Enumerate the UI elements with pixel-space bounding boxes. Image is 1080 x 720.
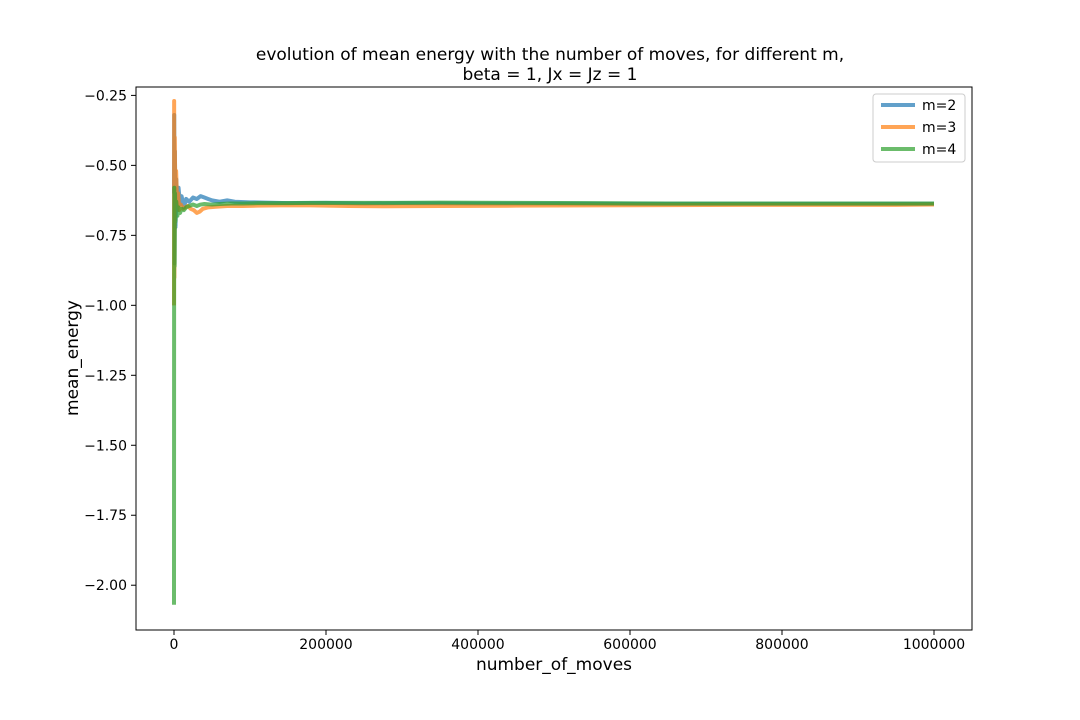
chart-title-line-1: evolution of mean energy with the number… bbox=[256, 45, 844, 65]
x-axis: 0 200000 400000 600000 800000 1000000 bbox=[170, 630, 965, 653]
y-tick-label: −1.50 bbox=[84, 438, 127, 454]
series-line-m-3 bbox=[172, 98, 935, 306]
y-tick-label: −1.25 bbox=[84, 368, 127, 384]
series-line-m-4 bbox=[172, 185, 934, 605]
y-tick-label: −1.00 bbox=[84, 298, 127, 314]
x-tick-label: 400000 bbox=[451, 637, 504, 653]
y-tick-label: −0.25 bbox=[84, 88, 127, 104]
chart-title-line-2: beta = 1, Jx = Jz = 1 bbox=[463, 65, 638, 85]
x-tick-label: 800000 bbox=[755, 637, 808, 653]
series-layer bbox=[172, 98, 935, 605]
y-axis: −2.00 −1.75 −1.50 −1.25 −1.00 −0.75 −0.50 −0.25 bbox=[84, 88, 136, 594]
y-tick-label: −0.50 bbox=[84, 158, 127, 174]
plot-area-frame bbox=[135, 86, 973, 631]
legend-box bbox=[872, 93, 966, 163]
x-tick-label: 1000000 bbox=[903, 637, 965, 653]
legend: m=2 m=3 m=4 bbox=[872, 93, 966, 163]
y-tick-label: −0.75 bbox=[84, 228, 127, 244]
legend-label-m-3: m=3 bbox=[922, 120, 956, 136]
x-axis-label: number_of_moves bbox=[476, 655, 632, 675]
x-tick-label: 200000 bbox=[299, 637, 352, 653]
y-tick-label: −1.75 bbox=[84, 508, 127, 524]
x-tick-label: 0 bbox=[170, 637, 179, 653]
y-axis-label: mean_energy bbox=[63, 300, 83, 416]
legend-label-m-4: m=4 bbox=[922, 142, 956, 158]
legend-label-m-2: m=2 bbox=[922, 98, 956, 114]
x-tick-label: 600000 bbox=[603, 637, 656, 653]
y-tick-label: −2.00 bbox=[84, 578, 127, 594]
